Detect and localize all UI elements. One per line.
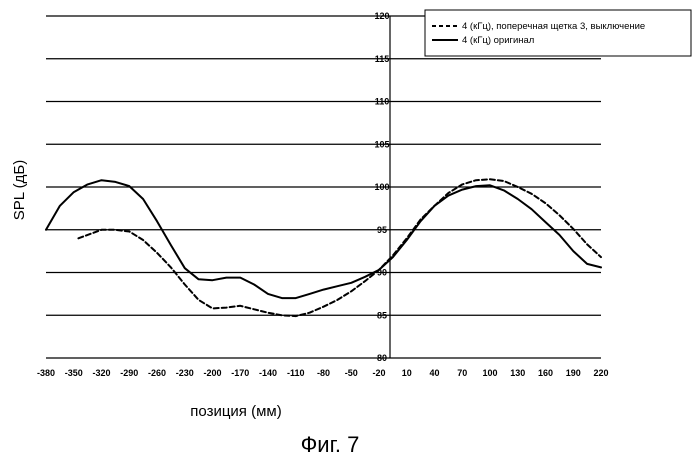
- x-tick-label: -230: [176, 368, 194, 378]
- series-line-dashed: [78, 179, 601, 316]
- x-tick-label: -260: [148, 368, 166, 378]
- x-tick-label: 10: [402, 368, 412, 378]
- x-axis-title: позиция (мм): [190, 403, 281, 420]
- x-tick-label: 40: [429, 368, 439, 378]
- x-tick-label: 160: [538, 368, 553, 378]
- y-tick-label: 100: [374, 182, 389, 192]
- series-lines: [46, 179, 601, 316]
- legend-label-solid: 4 (кГц) оригинал: [462, 35, 534, 46]
- y-axis-title: SPL (дБ): [11, 160, 28, 221]
- figure-caption: Фиг. 7: [301, 432, 360, 457]
- x-tick-label: 100: [482, 368, 497, 378]
- x-tick-label: 190: [566, 368, 581, 378]
- x-tick-label: -80: [317, 368, 330, 378]
- x-tick-label: -20: [372, 368, 385, 378]
- y-tick-labels: 80859095100105110115120: [374, 11, 389, 363]
- x-tick-label: 220: [593, 368, 608, 378]
- x-tick-label: 130: [510, 368, 525, 378]
- y-tick-label: 110: [375, 97, 390, 107]
- x-tick-label: 70: [457, 368, 467, 378]
- x-tick-label: -350: [65, 368, 83, 378]
- y-tick-label: 80: [377, 353, 387, 363]
- x-tick-label: -380: [37, 368, 55, 378]
- x-tick-label: -200: [203, 368, 221, 378]
- y-tick-label: 115: [375, 54, 390, 64]
- x-tick-label: -50: [345, 368, 358, 378]
- x-tick-label: -140: [259, 368, 277, 378]
- x-tick-labels: -380 -350 -320 -290 -260 -230 -200 -170 -140 -110…: [37, 368, 609, 378]
- x-tick-label: -110: [287, 368, 305, 378]
- x-tick-label: -170: [231, 368, 249, 378]
- y-tick-label: 105: [374, 139, 389, 149]
- legend: 4 (кГц), поперечная щетка 3, выключение …: [425, 10, 691, 56]
- y-tick-label: 85: [377, 310, 387, 320]
- x-tick-label: -290: [120, 368, 138, 378]
- y-tick-label: 120: [374, 11, 389, 21]
- series-line-solid: [46, 180, 601, 298]
- y-tick-label: 95: [377, 225, 387, 235]
- legend-label-dashed: 4 (кГц), поперечная щетка 3, выключение: [462, 21, 645, 32]
- legend-box: [425, 10, 691, 56]
- x-tick-label: -320: [92, 368, 110, 378]
